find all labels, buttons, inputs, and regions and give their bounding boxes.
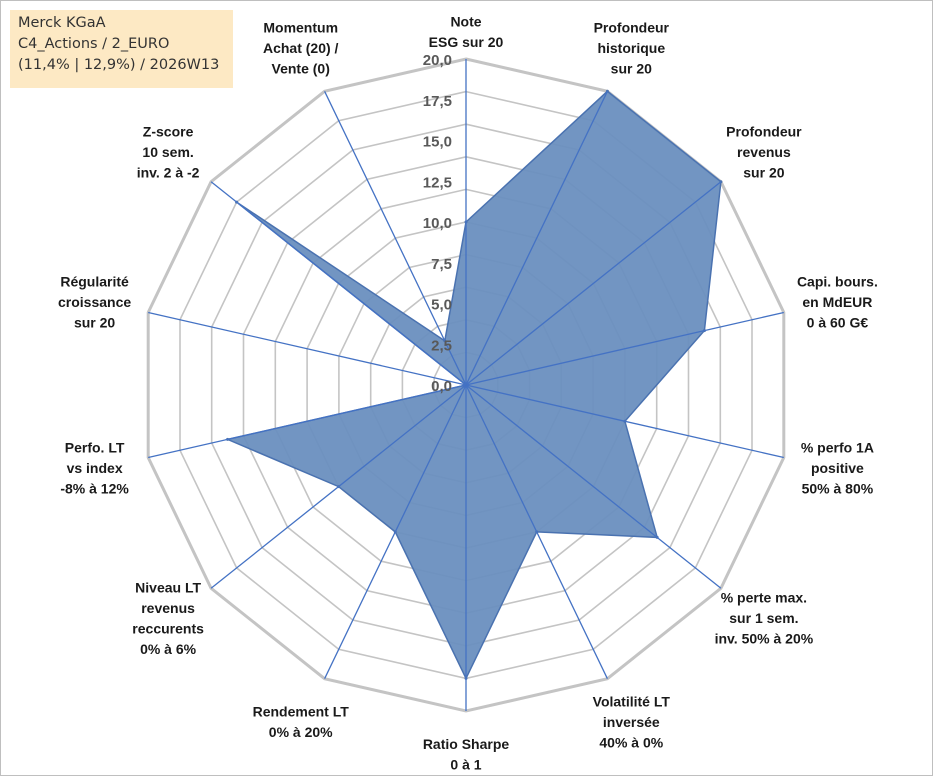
axis-label-line: revenus — [141, 600, 195, 616]
axis-label: Perfo. LT vs index -8% à 12% — [60, 440, 129, 497]
axis-label: Rendement LT 0% à 20% — [253, 704, 350, 741]
axis-label-line: 10 sem. — [142, 144, 193, 160]
info-line-stats: (11,4% | 12,9%) / 2026W13 — [18, 57, 220, 73]
axis-label-line: -8% à 12% — [60, 481, 129, 497]
axis-label-line: % perte max. — [721, 590, 807, 606]
radar-tick-labels: 0,0 2,5 5,0 7,5 10,0 12,5 15,0 17,5 20,0 — [423, 52, 452, 395]
axis-label: Capi. bours. en MdEUR 0 à 60 G€ — [797, 273, 878, 330]
tick-label: 20,0 — [423, 52, 452, 69]
axis-label-line: vs index — [67, 460, 123, 476]
axis-label: % perfo 1A positive 50% à 80% — [801, 440, 874, 497]
tick-label: 12,5 — [423, 174, 452, 191]
axis-spoke — [210, 181, 467, 386]
axis-spoke — [465, 91, 608, 386]
axis-label-line: 0 à 60 G€ — [807, 314, 869, 330]
axis-label-line: 0% à 20% — [269, 724, 333, 740]
axis-label-line: Vente (0) — [272, 61, 330, 77]
axis-label-line: Z-score — [143, 123, 194, 139]
axis-label-line: Rendement LT — [253, 704, 350, 720]
axis-label-line: Perfo. LT — [65, 440, 125, 456]
axis-label: Z-score 10 sem. inv. 2 à -2 — [137, 123, 200, 180]
axis-label-line: Régularité — [60, 273, 129, 289]
axis-label-line: sur 20 — [743, 164, 784, 180]
axis-label-line: 0 à 1 — [450, 757, 481, 773]
axis-spoke — [465, 384, 784, 459]
axis-label-line: sur 1 sem. — [729, 610, 798, 626]
axis-label-line: Capi. bours. — [797, 273, 878, 289]
axis-label-line: % perfo 1A — [801, 440, 874, 456]
series-area — [225, 90, 722, 681]
axis-spoke — [148, 311, 467, 386]
axis-label-line: Achat (20) / — [263, 40, 339, 56]
axis-label-line: positive — [811, 460, 864, 476]
axis-label: Momentum Achat (20) / Vente (0) — [263, 20, 339, 77]
axis-spoke — [324, 91, 467, 386]
axis-label-line: croissance — [58, 294, 131, 310]
axis-label-line: sur 20 — [611, 61, 652, 77]
axis-label-line: 0% à 6% — [140, 641, 197, 657]
axis-label: Profondeur revenus sur 20 — [726, 123, 802, 180]
axis-spoke — [465, 181, 722, 386]
axis-label-line: sur 20 — [74, 314, 115, 330]
axis-label-line: Volatilité LT — [593, 694, 671, 710]
axis-label-line: historique — [597, 40, 665, 56]
axis-label: Ratio Sharpe 0 à 1 — [423, 736, 510, 773]
tick-label: 0,0 — [431, 378, 452, 395]
tick-label: 10,0 — [423, 215, 452, 232]
axis-spoke — [148, 384, 467, 459]
axis-label: Note ESG sur 20 — [429, 14, 504, 51]
axis-spoke — [465, 311, 784, 386]
axis-label-line: revenus — [737, 144, 791, 160]
axis-label-line: Momentum — [263, 20, 338, 36]
axis-label-line: ESG sur 20 — [429, 34, 504, 50]
tick-label: 17,5 — [423, 93, 452, 110]
axis-spoke — [465, 384, 722, 589]
axis-label-line: Profondeur — [594, 20, 670, 36]
info-line-company: Merck KGaA — [18, 15, 106, 31]
tick-label: 5,0 — [431, 297, 452, 314]
axis-spoke — [210, 384, 467, 589]
axis-label-line: Niveau LT — [135, 579, 201, 595]
tick-label: 2,5 — [431, 337, 452, 354]
axis-label: Régularité croissance sur 20 — [58, 273, 131, 330]
tick-label: 7,5 — [431, 256, 452, 273]
axis-label: Niveau LT revenus reccurents 0% à 6% — [132, 579, 204, 657]
radar-spokes — [148, 59, 784, 711]
axis-label-line: en MdEUR — [802, 294, 872, 310]
axis-label-line: reccurents — [132, 620, 204, 636]
radar-axis-labels: Note ESG sur 20 Profondeur historique sur 20… — [58, 14, 878, 773]
axis-spoke — [324, 384, 467, 679]
axis-label: Profondeur historique sur 20 — [594, 20, 670, 77]
axis-label-line: Ratio Sharpe — [423, 736, 510, 752]
axis-label: % perte max. sur 1 sem. inv. 50% à 20% — [715, 590, 814, 647]
info-box: Merck KGaA C4_Actions / 2_EURO (11,4% | … — [10, 10, 233, 88]
tick-label: 15,0 — [423, 134, 452, 151]
axis-label-line: 50% à 80% — [802, 481, 874, 497]
axis-label-line: Profondeur — [726, 123, 802, 139]
axis-label-line: Note — [450, 14, 481, 30]
axis-label: Volatilité LT inversée 40% à 0% — [593, 694, 671, 751]
axis-label-line: inv. 50% à 20% — [715, 631, 814, 647]
axis-label-line: inv. 2 à -2 — [137, 164, 200, 180]
info-line-category: C4_Actions / 2_EURO — [18, 36, 170, 52]
axis-label-line: inversée — [603, 714, 660, 730]
axis-spoke — [465, 384, 608, 679]
axis-label-line: 40% à 0% — [599, 735, 663, 751]
radar-series — [225, 89, 723, 681]
